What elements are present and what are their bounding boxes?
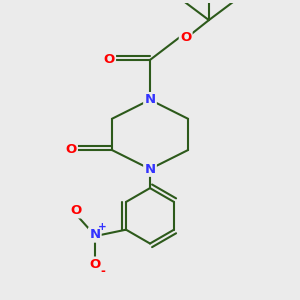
Text: N: N xyxy=(144,93,156,106)
Text: O: O xyxy=(103,53,115,66)
Text: O: O xyxy=(180,31,191,44)
Text: -: - xyxy=(100,266,105,278)
Text: O: O xyxy=(89,258,100,271)
Text: N: N xyxy=(89,228,100,242)
Text: +: + xyxy=(98,222,107,232)
Text: O: O xyxy=(65,143,76,157)
Text: O: O xyxy=(70,204,81,217)
Text: N: N xyxy=(144,163,156,176)
